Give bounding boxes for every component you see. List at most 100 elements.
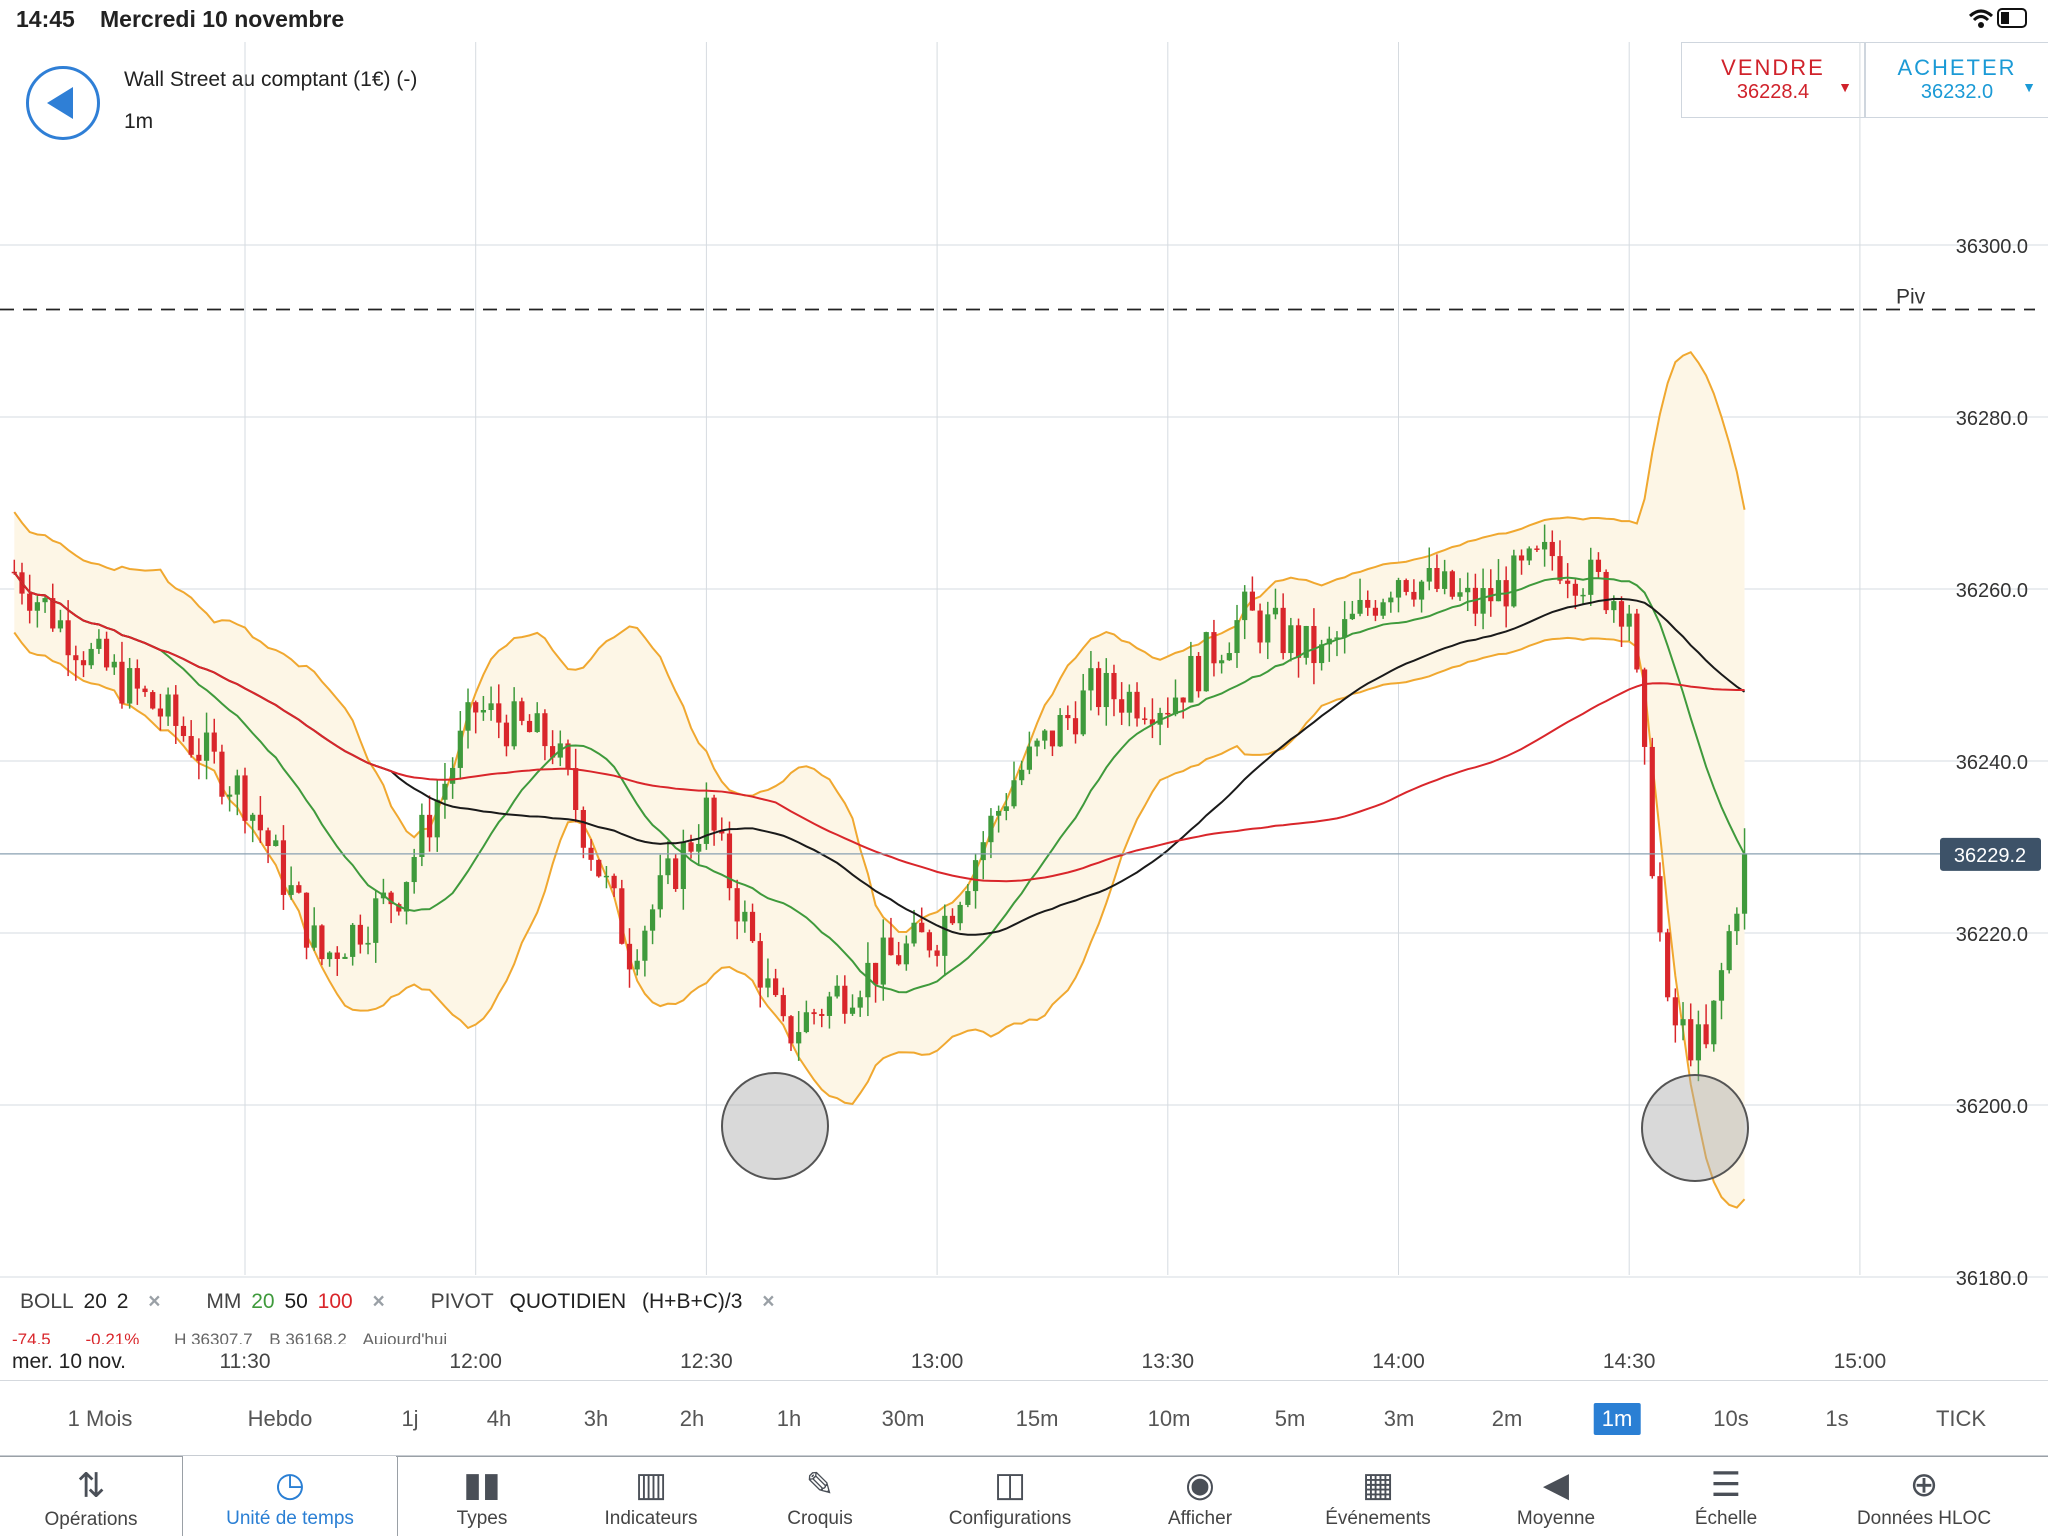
candle-body — [1272, 607, 1279, 615]
time-tick-label: 12:30 — [680, 1350, 733, 1373]
candle-body — [1611, 601, 1617, 611]
candle-body — [1149, 719, 1156, 725]
candle-body — [1542, 541, 1548, 550]
timeframe-1s[interactable]: 1s — [1825, 1406, 1849, 1431]
nav-moyenne[interactable]: ◀ Moyenne — [1476, 1456, 1636, 1536]
candle-body — [1395, 580, 1402, 598]
timeframe-2m[interactable]: 2m — [1491, 1406, 1523, 1431]
timeframe-1h[interactable]: 1h — [776, 1406, 802, 1431]
mm-label[interactable]: MM — [206, 1290, 242, 1313]
candle-body — [934, 950, 940, 956]
boll-period: 20 — [83, 1290, 107, 1313]
candle-body — [111, 661, 117, 668]
timeframe-10s[interactable]: 10s — [1713, 1406, 1749, 1431]
candle-body — [1288, 625, 1294, 654]
candle-body — [1249, 591, 1255, 611]
candle-body — [911, 922, 917, 944]
candle-body — [1449, 571, 1455, 597]
timeframe-3m[interactable]: 3m — [1383, 1406, 1415, 1431]
buy-button[interactable]: ACHETER 36232.0 ▼ — [1865, 42, 2048, 118]
boll-label[interactable]: BOLL — [20, 1290, 74, 1313]
timeframe-1-mois[interactable]: 1 Mois — [67, 1406, 133, 1431]
price-chart[interactable]: Piv 36180.036200.036220.036240.036260.03… — [0, 0, 2048, 1380]
candle-body — [503, 722, 510, 747]
candle-body — [919, 922, 925, 933]
candle-body — [1334, 637, 1340, 639]
candle-body — [1242, 591, 1248, 621]
candle-body — [1349, 613, 1355, 620]
candle-body — [734, 888, 740, 922]
timeframe-4h[interactable]: 4h — [486, 1406, 512, 1431]
candle-body — [196, 754, 202, 761]
date-label: mer. 10 nov. — [12, 1350, 127, 1373]
timeframe-label: 1m — [124, 110, 154, 133]
timeframe-5m[interactable]: 5m — [1274, 1406, 1306, 1431]
timeframe-tick[interactable]: TICK — [1935, 1406, 1987, 1431]
remove-boll-icon[interactable]: × — [148, 1290, 161, 1313]
candle-body — [1188, 655, 1194, 703]
candle-body — [1741, 853, 1748, 914]
candle-body — [180, 725, 187, 737]
candle-body — [1126, 691, 1132, 713]
nav-échelle[interactable]: ☰ Échelle — [1646, 1456, 1806, 1536]
candle-body — [1311, 625, 1317, 664]
timeframe-15m[interactable]: 15m — [1015, 1406, 1059, 1431]
candle-body — [1565, 580, 1571, 584]
nav-label: Indicateurs — [604, 1508, 698, 1529]
nav-afficher[interactable]: ◉ Afficher — [1120, 1456, 1280, 1536]
sell-label: VENDRE — [1721, 55, 1825, 80]
candle-body — [411, 856, 417, 883]
nav-indicateurs[interactable]: ▥ Indicateurs — [571, 1456, 731, 1536]
candle-body — [696, 843, 702, 852]
nav-configurations[interactable]: ◫ Configurations — [930, 1456, 1090, 1536]
candle-body — [880, 937, 886, 985]
candle-body — [1734, 913, 1740, 932]
candle-body — [1157, 712, 1163, 725]
price-tick-label: 36240.0 — [1956, 752, 2028, 774]
nav-événements[interactable]: ▦ Événements — [1298, 1456, 1458, 1536]
pivot-label[interactable]: PIVOT — [430, 1290, 494, 1313]
candle-body — [1095, 668, 1102, 708]
candle-body — [1234, 620, 1240, 654]
candle-body — [1280, 607, 1286, 654]
candle-body — [803, 1012, 809, 1033]
candle-body — [1103, 672, 1109, 708]
candle-body — [1003, 806, 1009, 811]
timeframe-3h[interactable]: 3h — [583, 1406, 609, 1431]
candle-body — [665, 858, 671, 876]
timeframe-1m[interactable]: 1m — [1593, 1403, 1641, 1435]
candle-body — [80, 660, 87, 666]
candle-body — [1603, 571, 1609, 611]
candle-body — [473, 702, 479, 713]
candle-body — [203, 732, 210, 761]
timeframe-1j[interactable]: 1j — [401, 1406, 419, 1431]
candle-body — [649, 909, 656, 931]
nav-unité-de-temps[interactable]: ◷ Unité de temps — [182, 1456, 398, 1536]
price-tick-label: 36300.0 — [1956, 236, 2028, 258]
candle-body — [657, 875, 663, 910]
candle-body — [250, 814, 256, 821]
back-button[interactable] — [26, 66, 100, 140]
candle-body — [357, 924, 363, 945]
instrument-name: Wall Street au comptant (1€) (-) — [124, 68, 418, 91]
timeframe-hebdo[interactable]: Hebdo — [247, 1406, 313, 1431]
candle-body — [603, 875, 610, 878]
candle-body — [580, 809, 586, 848]
timeframe-30m[interactable]: 30m — [881, 1406, 925, 1431]
candle-body — [550, 746, 556, 758]
mm-period-50: 50 — [284, 1290, 308, 1313]
nav-croquis[interactable]: ✎ Croquis — [740, 1456, 900, 1536]
nav-données-hloc[interactable]: ⊕ Données HLOC — [1844, 1456, 2004, 1536]
candle-body — [1403, 580, 1409, 592]
buy-price: 36232.0 — [1920, 81, 1994, 103]
candle-body — [488, 703, 494, 711]
timeframe-2h[interactable]: 2h — [679, 1406, 705, 1431]
remove-pivot-icon[interactable]: × — [762, 1290, 775, 1313]
remove-mm-icon[interactable]: × — [372, 1290, 385, 1313]
nav-opérations[interactable]: ⇅ Opérations — [0, 1456, 182, 1537]
time-tick-label: 14:30 — [1602, 1350, 1656, 1373]
sell-button[interactable]: VENDRE 36228.4 ▼ — [1681, 42, 1865, 118]
candle-body — [1295, 625, 1302, 658]
timeframe-10m[interactable]: 10m — [1147, 1406, 1191, 1431]
nav-types[interactable]: ▮▮ Types — [402, 1456, 562, 1536]
